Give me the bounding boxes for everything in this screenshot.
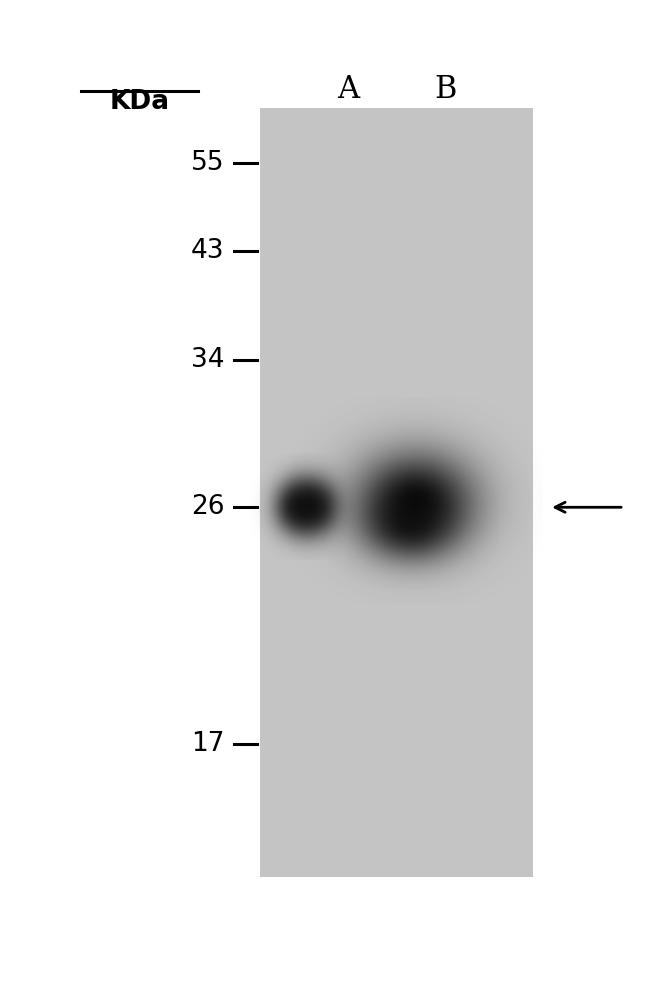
Text: KDa: KDa xyxy=(110,89,170,114)
Text: 17: 17 xyxy=(190,731,224,756)
Bar xyxy=(260,108,533,877)
Text: 55: 55 xyxy=(190,150,224,175)
Text: A: A xyxy=(337,74,359,104)
Text: 26: 26 xyxy=(190,494,224,520)
Text: 34: 34 xyxy=(190,347,224,372)
Text: B: B xyxy=(434,74,456,104)
Text: 43: 43 xyxy=(190,238,224,264)
